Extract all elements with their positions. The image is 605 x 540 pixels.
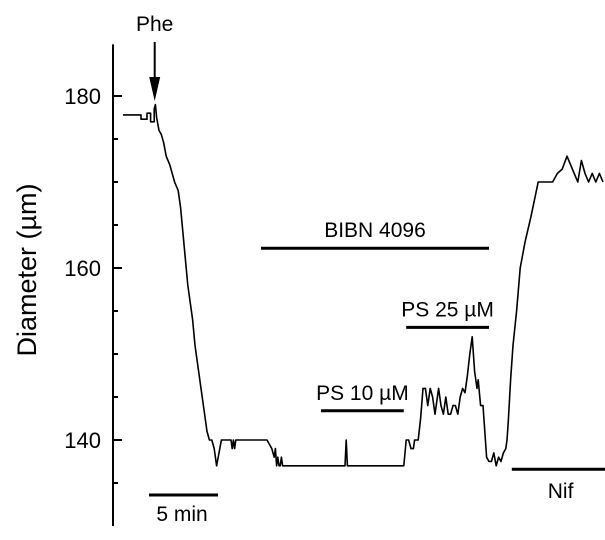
y-tick-labels: 140 160 180	[64, 84, 101, 453]
annotation-label: PS 10 µM	[316, 382, 409, 405]
annotation-labels: BIBN 4096 PS 10 µM PS 25 µM Nif	[316, 219, 574, 503]
phe-arrow-head	[149, 77, 161, 101]
y-tick-label: 180	[64, 84, 101, 109]
y-axis-label: Diameter (µm)	[12, 183, 42, 356]
y-axis	[112, 44, 122, 526]
annotation-label: Nif	[548, 480, 574, 503]
phe-marker: Phe	[136, 13, 173, 101]
y-tick-label: 160	[64, 256, 101, 281]
phe-label: Phe	[136, 13, 173, 36]
annotation-bars	[261, 246, 605, 471]
series-line	[123, 103, 604, 467]
annotation-label: BIBN 4096	[324, 219, 426, 242]
scale-bar-label: 5 min	[156, 503, 207, 526]
annotation-label: PS 25 µM	[401, 298, 494, 321]
y-tick-label: 140	[64, 428, 101, 453]
scale-bar: 5 min	[149, 493, 218, 526]
